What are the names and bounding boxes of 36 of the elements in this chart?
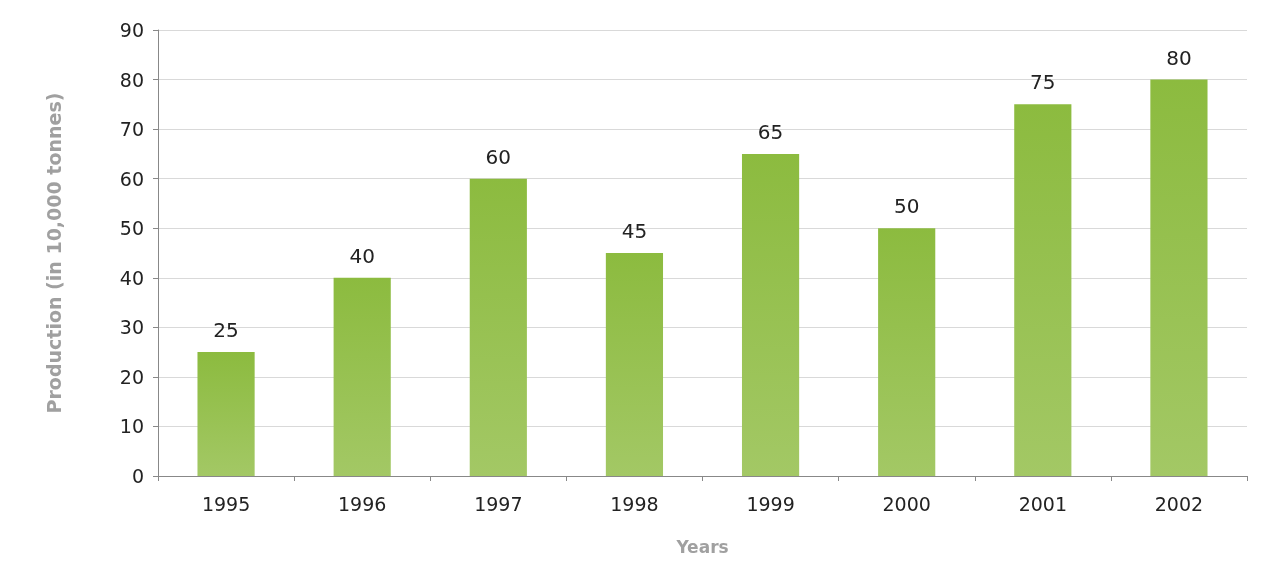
x-tick-label: 1998 <box>610 492 659 515</box>
bar <box>741 153 800 476</box>
x-tick-label: 2000 <box>882 492 931 515</box>
y-tick-label: 80 <box>119 68 144 91</box>
data-label: 25 <box>213 318 239 343</box>
y-tick-label: 40 <box>119 266 144 289</box>
x-tick-label: 2001 <box>1018 492 1067 515</box>
y-tick-label: 70 <box>119 118 144 141</box>
data-label: 60 <box>485 144 512 169</box>
data-label: 45 <box>621 219 648 243</box>
y-axis-title: Production (in 10,000 tonnes) <box>42 92 65 414</box>
bar <box>197 352 255 476</box>
data-label: 65 <box>757 119 784 144</box>
y-tick-label: 30 <box>119 316 144 339</box>
x-tick-label: 1999 <box>746 492 795 515</box>
bar <box>605 253 664 476</box>
x-tick-label: 1995 <box>201 492 251 515</box>
data-label: 75 <box>1030 70 1056 95</box>
y-tick-label: 50 <box>119 217 144 240</box>
bar <box>469 178 527 476</box>
bar <box>1014 104 1072 476</box>
y-tick-label: 90 <box>119 19 144 41</box>
data-label: 40 <box>349 243 375 268</box>
data-label: 80 <box>1166 45 1192 70</box>
y-tick-label: 60 <box>119 167 144 190</box>
y-tick-label: 0 <box>131 465 144 487</box>
y-tick-label: 10 <box>119 415 144 438</box>
y-tick-label: 20 <box>119 365 144 388</box>
x-tick-label: 2002 <box>1154 492 1204 515</box>
x-tick-label: 1996 <box>338 492 387 515</box>
x-axis-title: Years <box>675 536 729 557</box>
bar <box>1150 79 1208 476</box>
data-label: 50 <box>893 194 920 219</box>
bar <box>878 228 936 476</box>
x-tick-label: 1997 <box>474 492 523 515</box>
bar <box>333 277 391 476</box>
